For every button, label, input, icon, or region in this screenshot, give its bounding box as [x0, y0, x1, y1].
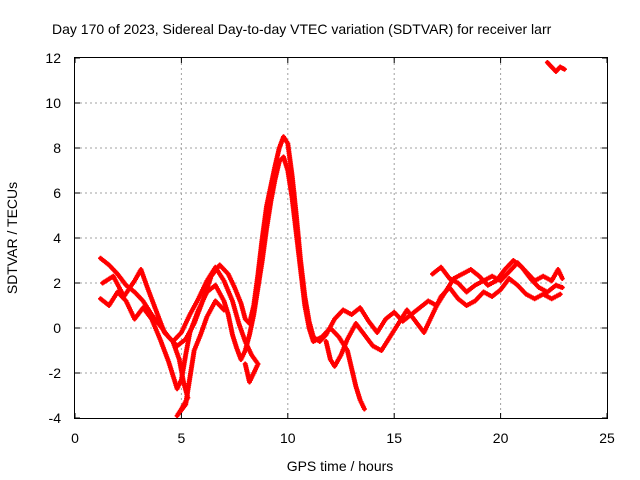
data-point	[561, 66, 567, 72]
data-point	[361, 406, 367, 412]
data-point	[242, 361, 248, 367]
series-trace	[98, 134, 565, 348]
y-tick-label: 6	[53, 185, 61, 201]
plot-frame	[74, 57, 608, 419]
axis-ticks: 0 5 10 15 20 25 -4 -2 0 2 4 6 8 10 12	[45, 50, 615, 446]
data-point	[559, 285, 565, 290]
data-point	[221, 307, 227, 313]
y-tick-label: 2	[53, 275, 61, 291]
grid-lines	[75, 58, 607, 418]
data-point	[559, 276, 565, 281]
y-axis-label: SDTVAR / TECUs	[4, 182, 20, 294]
x-tick-label: 25	[599, 430, 615, 446]
x-tick-label: 5	[178, 430, 186, 446]
x-tick-label: 20	[493, 430, 509, 446]
x-tick-label: 15	[386, 430, 402, 446]
y-tick-label: -4	[49, 410, 62, 426]
y-tick-label: 4	[53, 230, 61, 246]
x-tick-label: 10	[280, 430, 296, 446]
y-tick-label: 0	[53, 320, 61, 336]
data-markers	[98, 60, 567, 419]
y-tick-label: -2	[49, 365, 62, 381]
y-tick-label: 8	[53, 140, 61, 156]
y-tick-label: 10	[45, 95, 61, 111]
chart-title: Day 170 of 2023, Sidereal Day-to-day VTE…	[52, 21, 552, 37]
data-point	[557, 291, 563, 297]
x-tick-label: 0	[71, 430, 79, 446]
x-axis-label: GPS time / hours	[287, 458, 394, 474]
y-tick-label: 12	[45, 50, 61, 66]
